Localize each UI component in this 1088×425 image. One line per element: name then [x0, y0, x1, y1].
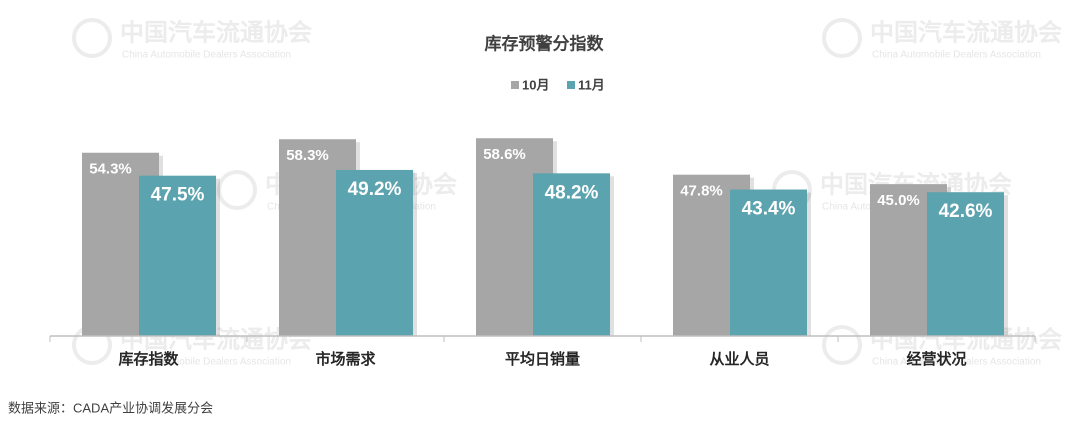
x-tick-label: 经营状况 [906, 350, 966, 368]
data-label: 58.3% [286, 147, 329, 164]
watermark-text: 中国汽车流通协会 [120, 18, 312, 47]
bar [730, 189, 807, 336]
bar [139, 175, 216, 336]
watermark-logo [822, 18, 862, 58]
watermark-text: 中国汽车流通协会 [870, 18, 1062, 47]
data-label: 45.0% [877, 192, 920, 209]
legend-label: 11月 [578, 77, 605, 92]
legend-label: 10月 [522, 77, 549, 92]
watermark-text: China Automobile Dealers Association [872, 50, 1041, 61]
chart-title: 库存预警分指数 [485, 33, 605, 53]
watermark-text: China Automobile Dealers Association [872, 357, 1041, 368]
watermark-text: China Automobile Dealers Association [122, 50, 291, 61]
data-label: 58.6% [483, 146, 526, 163]
bar [336, 169, 413, 336]
legend-swatch [511, 81, 519, 89]
bar [927, 192, 1004, 336]
data-label: 48.2% [545, 182, 599, 203]
watermark-logo [217, 170, 257, 210]
watermark-logo [822, 325, 862, 365]
data-label: 47.5% [151, 185, 205, 206]
data-label: 49.2% [348, 179, 402, 200]
x-tick-label: 市场需求 [315, 350, 376, 368]
x-tick-label: 库存指数 [118, 350, 179, 368]
watermark-logo [72, 18, 112, 58]
plot: 54.3% 47.5% 库存指数 58.3% 49.2% 市场需求 58.6% 48.2% 平均… [49, 138, 1036, 368]
data-label: 42.6% [939, 201, 993, 222]
legend: 10月 11月 [511, 77, 605, 92]
bar [533, 173, 610, 336]
x-tick-label: 从业人员 [709, 351, 769, 368]
source-note: 数据来源：CADA产业协调发展分会 [8, 400, 213, 415]
data-label: 47.8% [680, 183, 723, 200]
x-tick-label: 平均日销量 [505, 350, 580, 368]
data-label: 54.3% [89, 161, 132, 178]
data-label: 43.4% [742, 199, 796, 220]
watermark-text: China Automobile Dealers Association [122, 357, 291, 368]
legend-swatch [567, 81, 575, 89]
